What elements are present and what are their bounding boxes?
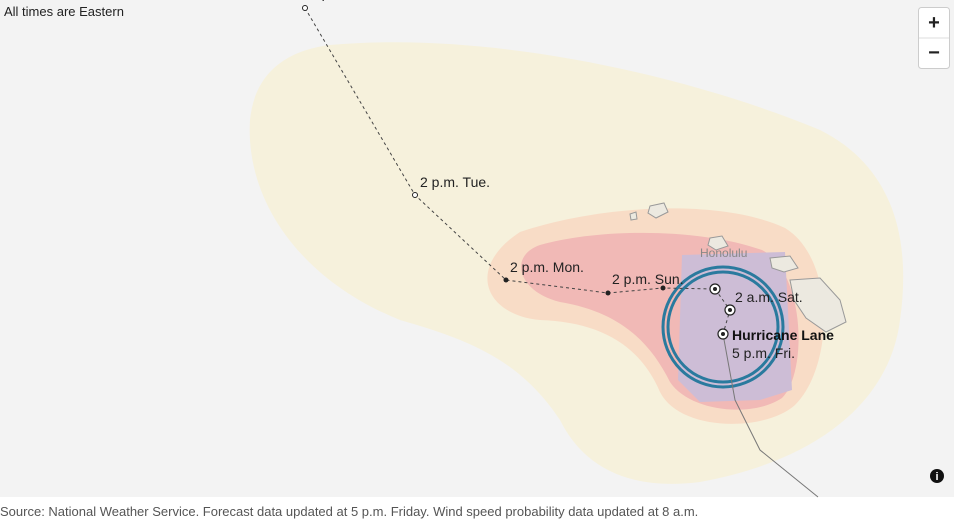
info-button-bg[interactable] bbox=[930, 469, 944, 483]
track-label: 2 p.m. Sun. bbox=[612, 271, 684, 287]
island bbox=[629, 211, 638, 221]
track-point bbox=[605, 290, 611, 296]
track-point bbox=[660, 285, 666, 291]
track-point-core bbox=[728, 308, 732, 312]
zoom-out-button[interactable]: − bbox=[928, 42, 940, 64]
city-label: Honolulu bbox=[700, 246, 747, 260]
track-label: 2 p.m. Tue. bbox=[420, 174, 490, 190]
island bbox=[789, 277, 847, 333]
source-note: Source: National Weather Service. Foreca… bbox=[0, 504, 698, 519]
island bbox=[647, 202, 669, 219]
track-point bbox=[503, 277, 509, 283]
storm-name: Hurricane Lane bbox=[732, 327, 834, 343]
zoom-in-button[interactable]: + bbox=[928, 12, 940, 34]
island bbox=[707, 235, 729, 251]
info-button[interactable]: i bbox=[935, 471, 938, 483]
islands bbox=[629, 202, 847, 333]
wind-ring bbox=[661, 265, 785, 389]
wind-ring bbox=[666, 270, 780, 384]
past-track bbox=[722, 333, 819, 498]
track-point bbox=[302, 5, 308, 11]
storm-center-core bbox=[721, 332, 725, 336]
times-note: All times are Eastern bbox=[4, 4, 124, 19]
island bbox=[769, 255, 799, 273]
track-label: 2 p.m. Mon. bbox=[510, 259, 584, 275]
track-point-core bbox=[713, 287, 717, 291]
track-point bbox=[412, 192, 418, 198]
storm-time: 5 p.m. Fri. bbox=[732, 345, 795, 361]
track-label: 2 a.m. Sat. bbox=[735, 289, 803, 305]
track-label: 2 p.m. Wed. bbox=[310, 0, 385, 1]
